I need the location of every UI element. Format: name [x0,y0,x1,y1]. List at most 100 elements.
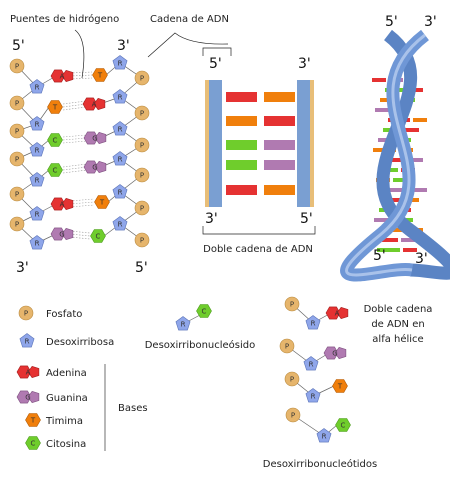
base-glyph: T [97,72,103,80]
base-glyph: G [332,350,337,358]
deoxyribose: R [29,116,45,131]
purine-ring-5 [61,227,74,241]
phosphate: P [9,216,25,232]
nucleotide-sugar: R [303,356,319,371]
helix-3prime-bottom: 3' [415,251,428,267]
nucleotide-sugar: R [305,388,321,403]
phosphate-shape [9,151,25,167]
purine-ring-6 [16,390,32,404]
helix-base-bar [409,88,423,92]
deoxyribose: R [29,172,45,187]
purine-ring-6 [50,227,66,241]
purine-ring-5 [61,197,74,211]
legend-guanine-label: Guanina [46,393,88,404]
helix-base-bar [413,118,427,122]
dna-chain-label: Cadena de ADN [150,14,229,25]
pyrimidine-ring [25,413,41,427]
sugar-shape [19,333,35,348]
base-glyph: C [96,233,101,241]
helix-base-bar [409,158,423,162]
base-glyph: G [92,135,97,143]
sugar-glyph: R [35,121,40,129]
helix-base-bar [375,108,390,112]
hydrogen-bond [62,163,88,168]
mid-5prime-bottom: 5' [300,211,313,227]
base-glyph: A [26,369,31,377]
base-bar [264,160,295,170]
dna-helix [340,29,450,282]
purine-ring-6 [83,131,99,145]
base-bar [264,185,295,195]
left-strand-edge [205,80,209,207]
legend-adenine-icon: A [16,365,40,379]
sugar-glyph: R [118,126,123,134]
phosphate-shape [279,338,295,354]
purine-ring-6 [325,306,341,320]
base-glyph: T [337,383,343,391]
helix-base-bar [389,188,410,192]
pyrimidine-ring [335,418,351,432]
legend-thymine-icon: T [25,413,41,427]
mid-5prime-top: 5' [209,56,222,72]
phosphate: P [9,186,25,202]
sugar-glyph: R [311,320,316,328]
sugar-shape [29,142,45,157]
nucleotide-phosphate: P [284,371,300,387]
purine-ring-5 [93,97,106,111]
phosphate-glyph: P [15,156,19,164]
base: A [50,69,74,83]
helix-5prime-top: 5' [385,14,398,30]
sugar-shape [29,235,45,250]
nucleotide-base: T [332,379,348,393]
pyrimidine-ring [332,379,348,393]
base-bar [264,140,295,150]
deoxyribose: R [112,89,128,104]
pyrimidine-ring [196,304,212,318]
phosphate: P [134,105,150,121]
nucleotides-label: Desoxirribonucleótidos [263,458,377,470]
sugar-shape [112,89,128,104]
base: G [50,227,74,241]
sugar-glyph: R [118,60,123,68]
nucleotide-phosphate: P [285,407,301,423]
base-glyph: T [30,417,36,425]
hydrogen-bond [62,134,88,138]
helix-base-bar [401,238,415,242]
phosphate: P [134,70,150,86]
helix-base-bar [413,188,427,192]
left-ladder-3prime-bottom: 3' [16,260,29,276]
sugar-glyph: R [118,156,123,164]
deoxyribose: R [29,79,45,94]
deoxyribose: R [112,151,128,166]
double-chain-bracket [202,226,316,235]
helix-5prime-bottom: 5' [373,248,386,264]
phosphate: P [9,151,25,167]
phosphate-shape [9,58,25,74]
purine-ring-5 [27,390,40,404]
helix-base-bar [377,248,400,252]
base-glyph: C [341,422,346,430]
phosphate-shape [9,216,25,232]
base: C [47,133,63,147]
sugar-shape [175,316,191,331]
phosphate-glyph: P [290,376,294,384]
base-glyph: C [202,308,207,316]
legend-guanine-icon: G [16,390,40,404]
phosphate-glyph: P [140,237,144,245]
hydrogen-bond [62,169,88,174]
left-ladder-5prime-bottom: 5' [135,260,148,276]
hydrogen-bond [69,74,93,77]
legend-deoxyribose-label: Desoxirribosa [46,337,114,348]
phosphate-shape [134,105,150,121]
left-ladder-3prime-top: 3' [117,38,130,54]
sugar-glyph: R [118,221,123,229]
pyrimidine-ring [47,163,63,177]
nucleotide-phosphate: P [279,338,295,354]
purine-ring-5 [94,131,107,145]
base: T [92,68,108,82]
phosphate: P [9,123,25,139]
purine-ring-6 [50,197,66,211]
helix-strand-highlight [345,33,426,277]
phosphate-shape [285,407,301,423]
hydrogen-bond [69,236,91,240]
